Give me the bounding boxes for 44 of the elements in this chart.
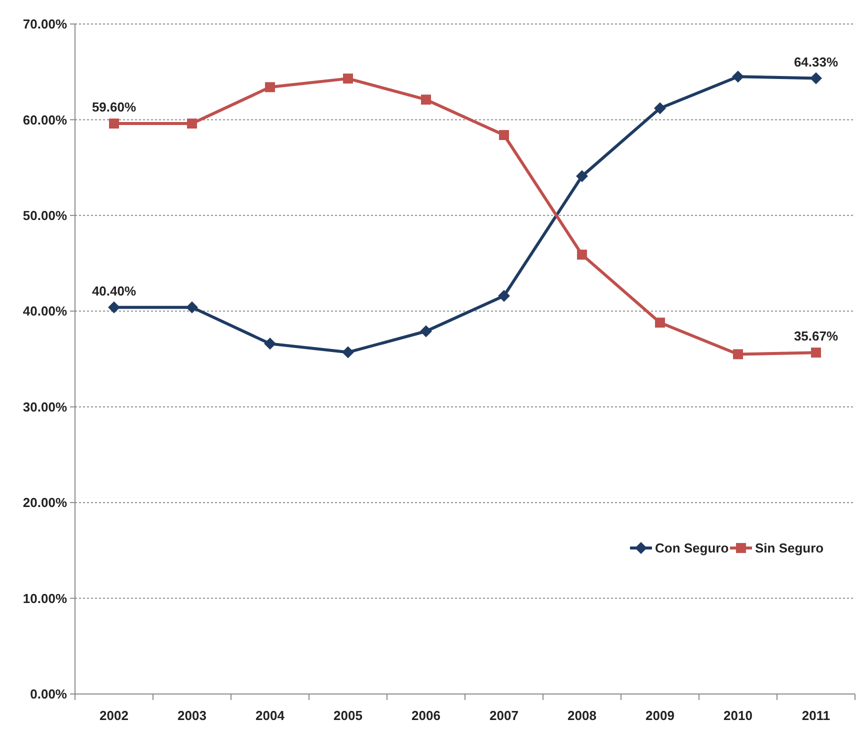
point (499, 130, 509, 140)
x-tick-label: 2002 (100, 708, 128, 723)
point (654, 102, 666, 114)
x-tick-label: 2007 (490, 708, 518, 723)
point (264, 338, 276, 350)
point (577, 250, 587, 260)
point (420, 325, 432, 338)
point (811, 348, 821, 358)
point (108, 301, 120, 314)
legend-label: Sin Seguro (755, 540, 824, 556)
data-label: 64.33% (794, 54, 838, 70)
x-tick-label: 2009 (646, 708, 674, 723)
data-label: 40.40% (92, 283, 136, 298)
legend-label: Con Seguro (655, 540, 729, 556)
x-tick-label: 2003 (178, 708, 206, 723)
point (733, 349, 743, 360)
y-tick-label: 50.00% (22, 208, 68, 223)
x-tick-label: 2008 (568, 708, 596, 723)
point (342, 346, 354, 358)
y-tick-label: 70.00% (22, 16, 68, 32)
point (186, 301, 198, 314)
y-tick-label: 40.00% (22, 304, 68, 319)
y-tick-label: 0.00% (30, 686, 68, 702)
x-tick-label: 2006 (412, 708, 440, 723)
y-tick-label: 10.00% (22, 590, 68, 606)
point (810, 72, 822, 84)
point (498, 290, 510, 302)
x-tick-label: 2005 (334, 708, 362, 723)
point (655, 318, 665, 328)
point (421, 94, 431, 105)
x-tick-label: 2011 (802, 708, 830, 723)
point (732, 70, 744, 83)
data-label: 35.67% (794, 328, 838, 344)
y-tick-label: 20.00% (22, 495, 68, 510)
x-tick-label: 2004 (256, 708, 286, 723)
point (109, 118, 119, 129)
data-label: 59.60% (92, 100, 136, 115)
y-tick-label: 60.00% (22, 112, 68, 128)
x-tick-label: 2010 (724, 708, 752, 723)
point (187, 118, 197, 129)
point (576, 170, 588, 182)
y-tick-label: 30.00% (22, 399, 68, 414)
point (265, 82, 275, 92)
point (343, 74, 353, 84)
